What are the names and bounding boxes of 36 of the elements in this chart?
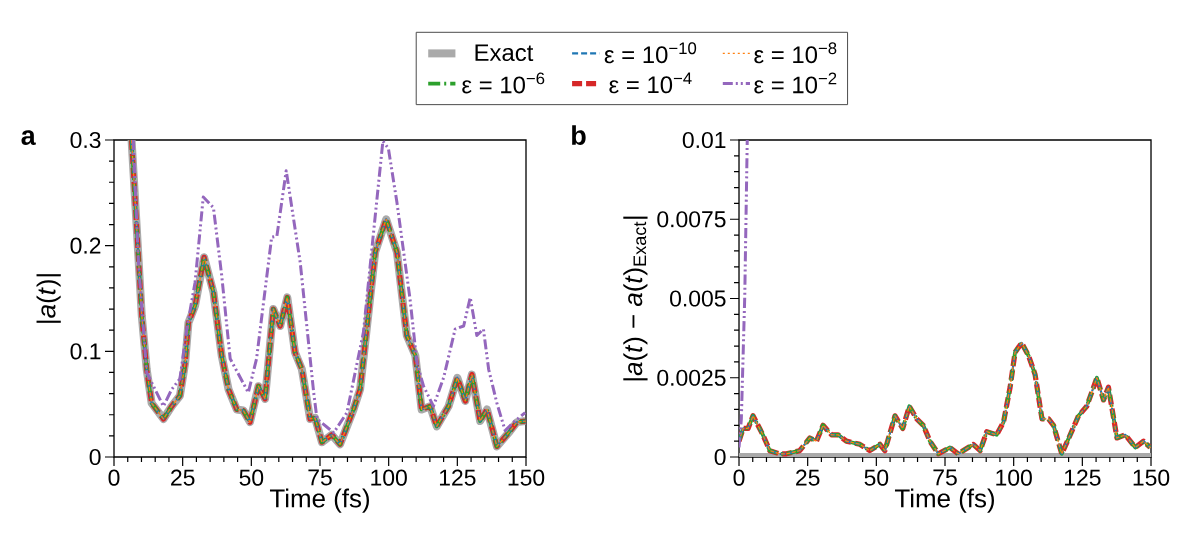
text: |a(t) − a(t)$_{Exact}$|: [623, 216, 648, 381]
legend-label: Exact: [475, 44, 534, 62]
legend-label: ε = 10$^{−4}$: [609, 72, 692, 94]
legend-label: ε = 10$^{−10}$: [604, 42, 697, 64]
y-tick-label: 0.1: [70, 343, 101, 360]
x-tick-label: 0: [108, 469, 120, 486]
line-series: [739, 140, 749, 449]
x-tick-label: 100: [371, 469, 407, 486]
x-tick-label: 125: [439, 469, 476, 486]
x-tick-label: 75: [308, 469, 332, 486]
x-tick-label: 75: [933, 469, 957, 486]
x-tick-label: 50: [864, 469, 889, 486]
y-axis-title: |a(t)|: [36, 274, 61, 323]
x-axis-title: Time (fs): [894, 488, 994, 513]
y-tick-label: 0.005: [670, 290, 726, 307]
legend-label: ε = 10$^{−2}$: [754, 72, 837, 94]
y-tick-label: 0.01: [682, 131, 726, 149]
x-tick-label: 25: [796, 469, 820, 486]
y-tick-label: 0.3: [70, 131, 101, 149]
text: b: [572, 125, 586, 146]
x-tick-label: 150: [1133, 469, 1170, 486]
y-tick-label: 0.2: [70, 237, 101, 254]
y-tick-label: 0.0025: [657, 369, 726, 386]
legend-label: ε = 10$^{−6}$: [462, 72, 545, 94]
x-tick-label: 0: [733, 469, 745, 486]
legend-label: ε = 10$^{−8}$: [754, 42, 837, 64]
x-tick-label: 100: [996, 469, 1032, 486]
y-tick-label: 0.0075: [657, 211, 726, 228]
x-tick-label: 150: [508, 469, 545, 486]
x-tick-label: 50: [239, 469, 264, 486]
y-tick-label: 0: [714, 448, 726, 466]
x-tick-label: 125: [1064, 469, 1101, 486]
x-tick-label: 25: [171, 469, 195, 486]
text: a: [21, 130, 36, 146]
x-axis-title: Time (fs): [269, 488, 369, 513]
y-tick-label: 0: [89, 448, 101, 466]
